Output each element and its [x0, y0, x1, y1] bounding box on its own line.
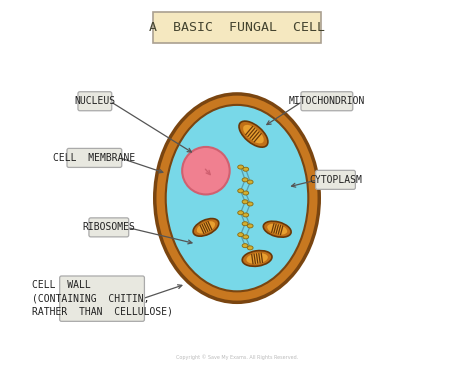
- Ellipse shape: [243, 235, 249, 239]
- Ellipse shape: [247, 246, 253, 250]
- FancyBboxPatch shape: [89, 218, 129, 237]
- FancyBboxPatch shape: [153, 12, 321, 43]
- Ellipse shape: [243, 167, 249, 171]
- Ellipse shape: [243, 191, 249, 195]
- Text: RIBOSOMES: RIBOSOMES: [82, 222, 135, 232]
- Ellipse shape: [242, 244, 248, 248]
- Ellipse shape: [242, 222, 248, 226]
- Text: Copyright © Save My Exams. All Rights Reserved.: Copyright © Save My Exams. All Rights Re…: [176, 355, 298, 360]
- Ellipse shape: [197, 221, 215, 233]
- Ellipse shape: [238, 211, 244, 215]
- Ellipse shape: [238, 165, 244, 169]
- FancyBboxPatch shape: [78, 92, 112, 111]
- Text: NUCLEUS: NUCLEUS: [74, 96, 115, 106]
- Ellipse shape: [239, 121, 268, 147]
- Ellipse shape: [264, 221, 291, 237]
- Ellipse shape: [238, 189, 244, 193]
- Text: CELL  WALL
(CONTAINING  CHITIN,
RATHER  THAN  CELLULOSE): CELL WALL (CONTAINING CHITIN, RATHER THA…: [32, 280, 173, 317]
- Ellipse shape: [155, 94, 319, 302]
- Ellipse shape: [247, 224, 253, 228]
- Ellipse shape: [242, 251, 272, 266]
- Ellipse shape: [247, 202, 253, 206]
- Text: CELL  MEMBRANE: CELL MEMBRANE: [53, 153, 136, 163]
- Ellipse shape: [242, 178, 248, 182]
- Ellipse shape: [182, 147, 230, 195]
- Ellipse shape: [267, 224, 287, 235]
- Ellipse shape: [166, 105, 308, 291]
- FancyBboxPatch shape: [60, 276, 145, 321]
- Text: CYTOPLASM: CYTOPLASM: [309, 175, 362, 185]
- Ellipse shape: [247, 180, 253, 184]
- Ellipse shape: [246, 253, 268, 264]
- Ellipse shape: [242, 200, 248, 204]
- Ellipse shape: [243, 125, 264, 143]
- Ellipse shape: [238, 233, 244, 237]
- Text: MITOCHONDRION: MITOCHONDRION: [289, 96, 365, 106]
- FancyBboxPatch shape: [316, 170, 356, 189]
- Ellipse shape: [193, 219, 219, 236]
- FancyBboxPatch shape: [301, 92, 353, 111]
- Ellipse shape: [243, 213, 249, 217]
- Text: A  BASIC  FUNGAL  CELL: A BASIC FUNGAL CELL: [149, 21, 325, 34]
- FancyBboxPatch shape: [67, 148, 122, 167]
